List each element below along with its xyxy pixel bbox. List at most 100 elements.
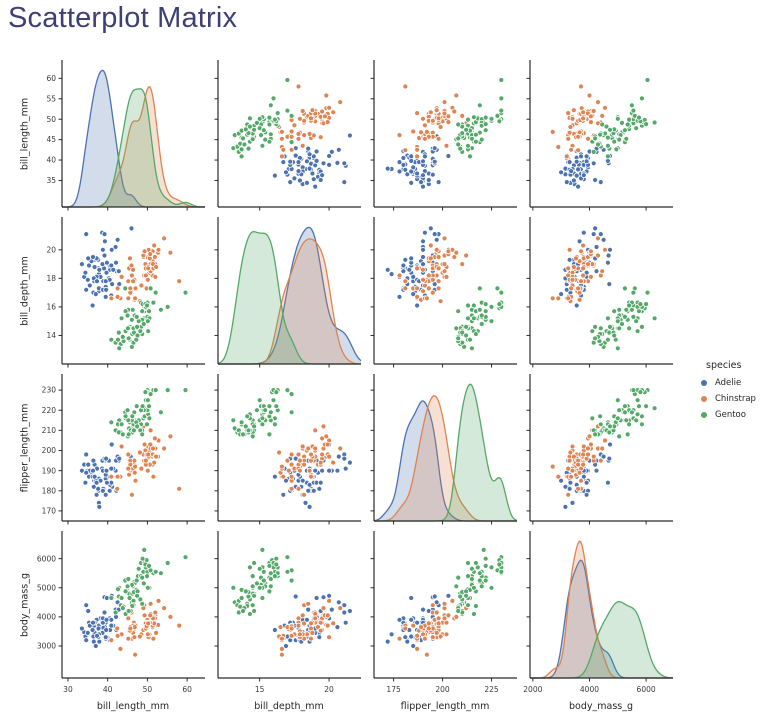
cell-body_mass_g-vs-bill_depth_mm: 15 20 [214, 531, 361, 694]
cell-bill_depth_mm-vs-flipper_length_mm [370, 217, 517, 368]
cell-flipper_length_mm-vs-bill_depth_mm [214, 374, 361, 525]
y-tick-label: 4000 [37, 612, 56, 621]
legend-entry-gentoo: Gentoo [694, 407, 756, 423]
points-adelie [271, 132, 353, 190]
kde-fill-gentoo [374, 384, 517, 521]
y-tick-label: 6000 [37, 554, 56, 563]
x-tick-label: 40 [103, 685, 113, 694]
cell-bill_length_mm-vs-bill_depth_mm [214, 60, 361, 211]
legend-label-gentoo: Gentoo [715, 410, 746, 420]
points-gentoo [453, 547, 505, 617]
y-axis-label-body-mass: body_mass_g [19, 573, 31, 637]
points-gentoo [589, 387, 658, 440]
y-axis-label-bill-depth: bill_depth_mm [19, 256, 31, 326]
points-gentoo [589, 285, 658, 352]
y-tick-label: 170 [42, 507, 57, 516]
cell-body_mass_g-vs-flipper_length_mm: 175 200 225 [370, 531, 517, 694]
y-tick-label: 35 [46, 176, 56, 185]
x-tick-label: 4000 [580, 685, 599, 694]
kde-fill-gentoo [62, 88, 205, 207]
page-title: Scatterplot Matrix [8, 2, 238, 34]
points-adelie [79, 225, 135, 309]
y-tick-label: 190 [42, 466, 57, 475]
y-axis-label-flipper-length: flipper_length_mm [19, 403, 31, 493]
points-chinstrap [276, 83, 344, 160]
x-axis-label-flipper-length: flipper_length_mm [400, 701, 490, 712]
kde-fill-chinstrap [62, 86, 205, 207]
points-gentoo [453, 285, 505, 352]
legend-label-adelie: Adelie [715, 378, 742, 388]
kde-fill-gentoo [530, 601, 673, 678]
points-gentoo [453, 77, 505, 160]
y-tick-label: 3000 [37, 642, 56, 651]
y-tick-label: 180 [42, 486, 57, 495]
y-tick-label: 45 [46, 135, 56, 144]
x-tick-label: 30 [63, 685, 73, 694]
legend: species Adelie Chinstrap Gentoo [694, 360, 756, 423]
legend-entry-chinstrap: Chinstrap [694, 391, 756, 407]
cell-flipper_length_mm-vs-flipper_length_mm [370, 374, 518, 525]
y-tick-label: 40 [46, 156, 56, 165]
y-tick-label: 20 [46, 245, 56, 254]
gentoo-marker-icon [701, 412, 707, 418]
x-tick-label: 225 [484, 685, 499, 694]
chinstrap-marker-icon [701, 396, 707, 402]
x-axis-label-body-mass: body_mass_g [569, 701, 633, 712]
cell-bill_depth_mm-vs-bill_depth_mm [214, 217, 362, 368]
legend-entry-adelie: Adelie [694, 375, 756, 391]
points-chinstrap [108, 423, 183, 498]
x-tick-label: 60 [182, 685, 192, 694]
y-tick-label: 5000 [37, 583, 56, 592]
y-tick-label: 50 [46, 115, 56, 124]
cell-body_mass_g-vs-bill_length_mm: 30 40 50 60 3000 4000 5000 6000 [37, 531, 205, 694]
cell-bill_length_mm-vs-bill_length_mm: 35 40 45 50 55 60 [46, 60, 205, 211]
kde-fill-adelie [218, 227, 361, 364]
y-tick-label: 230 [42, 386, 57, 395]
kde-fill-chinstrap [374, 395, 517, 521]
y-tick-label: 210 [42, 426, 57, 435]
points-gentoo [108, 387, 189, 440]
legend-label-chinstrap: Chinstrap [715, 394, 756, 404]
cell-bill_depth_mm-vs-body_mass_g [526, 217, 673, 368]
x-axis-label-bill-length: bill_length_mm [96, 701, 170, 712]
y-tick-label: 16 [46, 303, 56, 312]
y-tick-label: 220 [42, 406, 57, 415]
y-tick-label: 200 [42, 446, 57, 455]
x-tick-label: 175 [386, 685, 401, 694]
adelie-marker-icon [701, 380, 707, 386]
y-tick-label: 14 [46, 331, 56, 340]
points-gentoo [108, 547, 189, 617]
points-gentoo [230, 547, 295, 617]
y-axis-label-bill-length: bill_length_mm [19, 97, 31, 171]
points-chinstrap [549, 235, 608, 305]
cell-bill_depth_mm-vs-bill_length_mm: 14 16 18 20 [46, 217, 205, 368]
legend-title: species [706, 360, 742, 371]
y-tick-label: 60 [46, 74, 56, 83]
points-chinstrap [108, 235, 183, 305]
points-chinstrap [396, 598, 470, 658]
x-axis-label-bill-depth: bill_depth_mm [254, 701, 324, 712]
points-adelie [384, 132, 452, 190]
kde-fill-gentoo [218, 231, 361, 364]
cell-flipper_length_mm-vs-body_mass_g [526, 374, 673, 525]
y-tick-label: 55 [46, 94, 56, 103]
points-adelie [558, 132, 613, 190]
y-tick-label: 18 [46, 274, 56, 283]
kde-fill-adelie [62, 70, 205, 207]
kde-fill-chinstrap [530, 541, 673, 678]
points-chinstrap [276, 598, 344, 658]
cell-bill_length_mm-vs-flipper_length_mm [370, 60, 517, 211]
points-gentoo [589, 77, 658, 160]
points-chinstrap [549, 83, 608, 160]
points-gentoo [108, 285, 189, 352]
points-adelie [79, 441, 135, 510]
x-tick-label: 6000 [637, 685, 656, 694]
x-tick-label: 2000 [523, 685, 542, 694]
kde-fill-chinstrap [218, 239, 361, 364]
points-chinstrap [276, 423, 344, 498]
points-chinstrap [396, 83, 470, 160]
x-tick-label: 20 [324, 685, 334, 694]
cell-flipper_length_mm-vs-bill_length_mm: 170 180 190 200 210 220 230 [42, 374, 205, 525]
